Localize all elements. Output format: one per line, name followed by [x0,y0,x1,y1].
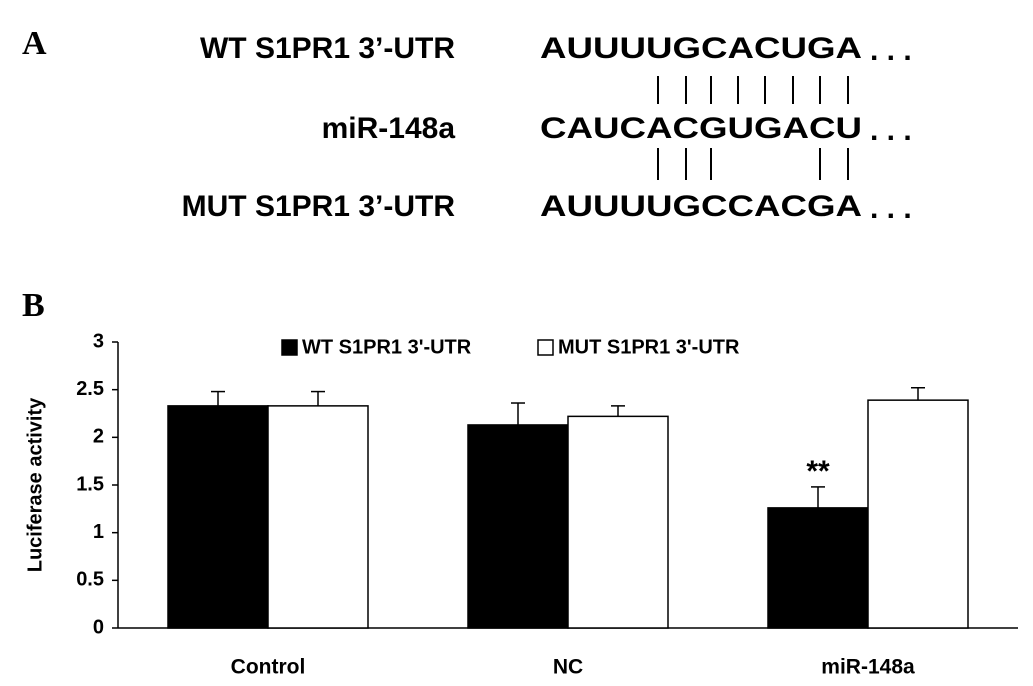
ellipsis: . . . [870,114,912,147]
x-tick-label: NC [553,656,583,679]
annotation: ** [806,455,830,488]
row-name: MUT S1PR1 3’-UTR [182,190,456,223]
y-axis-title: Luciferase activity [24,397,46,572]
y-tick-label: 3 [93,330,104,352]
y-tick-label: 2.5 [76,378,104,400]
y-tick-label: 1 [93,521,104,543]
sequence-alignment: WT S1PR1 3’-UTR AUUUUGCACUGA . . . miR-1… [182,32,912,225]
ellipsis: . . . [870,192,912,225]
bar [567,415,669,629]
sequence: AUUUUGCACUGA [540,32,862,65]
y-tick-label: 1.5 [76,473,104,495]
panel-label: B [22,287,45,324]
x-tick-label: Control [231,656,306,679]
bar [267,405,369,629]
bar [767,507,869,629]
error-bar [911,387,925,401]
panel-label: A [22,25,47,62]
error-bar [611,405,625,417]
legend-swatch [537,339,554,356]
y-tick-label: 0 [93,616,104,638]
legend-label: MUT S1PR1 3'-UTR [558,336,740,358]
error-bar [311,390,325,406]
legend-label: WT S1PR1 3'-UTR [302,336,472,358]
error-bar [211,390,225,406]
legend-swatch [281,339,298,356]
y-tick-label: 2 [93,426,104,448]
row-name: miR-148a [322,112,456,145]
ellipsis: . . . [870,34,912,67]
pairing-lines [657,76,849,180]
y-tick-label: 0.5 [76,569,104,591]
sequence: AUUUUGCCACGA [540,190,862,223]
error-bar [511,402,525,425]
bar [467,424,569,629]
bar [867,399,969,629]
sequence: CAUCACGUGACU [540,112,862,145]
x-tick-label: miR-148a [821,656,915,679]
row-name: WT S1PR1 3’-UTR [200,32,455,65]
error-bar [811,486,825,508]
bar [167,405,269,629]
